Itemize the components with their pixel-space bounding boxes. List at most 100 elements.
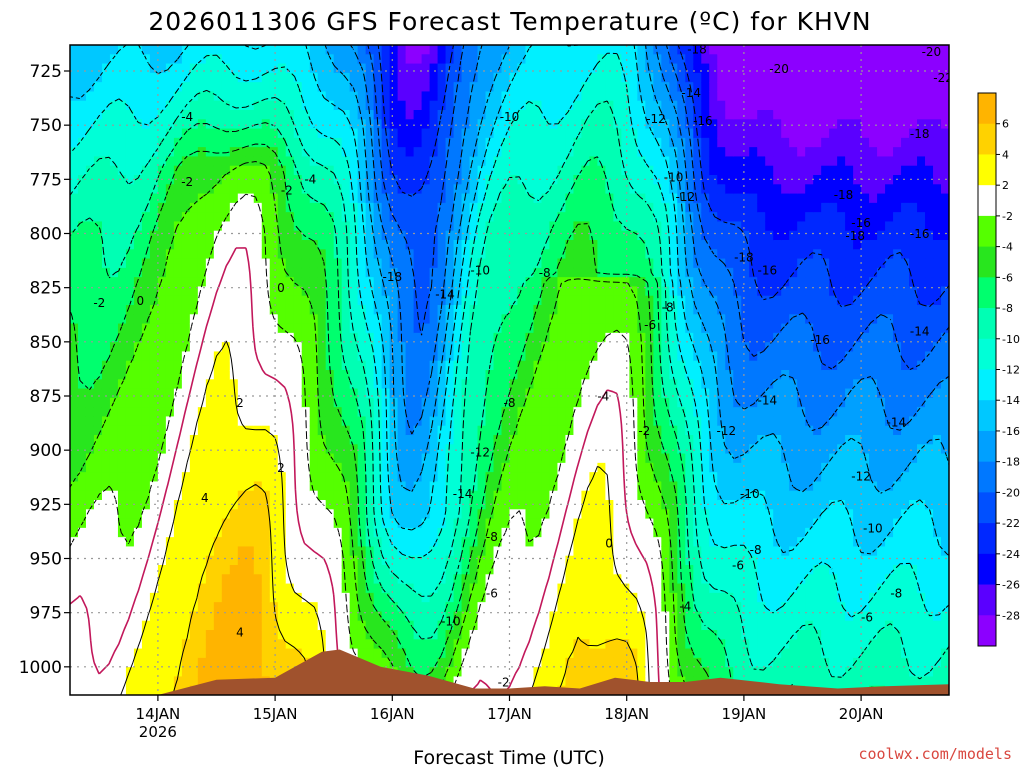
y-tick-label: 750 — [30, 116, 62, 136]
colorbar-tick-label: -28 — [1002, 609, 1020, 622]
isotherm--14 — [70, 45, 949, 556]
contour-label: -18 — [834, 188, 854, 202]
contour-label: -4 — [181, 110, 193, 124]
colorbar-swatch — [978, 369, 996, 401]
contour-label: -6 — [732, 558, 744, 572]
contour-label: -20 — [922, 45, 942, 59]
contour-label: 0 — [277, 281, 285, 295]
colorbar-tick-label: -2 — [1002, 210, 1013, 223]
contour-label: -18 — [687, 43, 707, 57]
isotherm--4 — [70, 161, 692, 695]
y-tick-label: 1000 — [19, 658, 62, 678]
x-tick-label: 18JAN — [604, 705, 649, 723]
colorbar-tick-label: -18 — [1002, 456, 1020, 469]
contour-label: -12 — [675, 190, 695, 204]
isotherm-lines — [70, 45, 949, 695]
colorbar-swatch — [978, 154, 996, 186]
contour-label: -14 — [757, 394, 777, 408]
colorbar-swatch — [978, 400, 996, 432]
isotherm--8 — [70, 122, 949, 695]
contour-label: -2 — [281, 184, 293, 198]
y-tick-label: 975 — [30, 604, 62, 624]
contour-label: 2 — [277, 461, 285, 475]
contour-label: -8 — [890, 587, 902, 601]
terrain-ground — [70, 649, 949, 695]
x-tick-label: 20JAN — [839, 705, 884, 723]
colorbar-swatch — [978, 338, 996, 370]
contour-label: -14 — [453, 487, 473, 501]
ground-surface — [70, 649, 949, 695]
contour-label: -16 — [693, 114, 713, 128]
contour-label: -10 — [470, 264, 490, 278]
credit-text[interactable]: coolwx.com/models — [858, 745, 1012, 763]
contour-label: -14 — [910, 324, 930, 338]
x-tick-sublabel: 2026 — [139, 723, 177, 741]
isotherm-0 — [70, 247, 661, 695]
x-tick-label: 19JAN — [722, 705, 767, 723]
x-axis-label: Forecast Time (UTC) — [413, 747, 604, 768]
x-tick-label: 14JAN — [136, 705, 181, 723]
contour-label: -18 — [845, 229, 865, 243]
colorbar-tick-label: 4 — [1002, 148, 1009, 161]
isotherm-2 — [120, 340, 650, 695]
colorbar-tick-label: -20 — [1002, 486, 1020, 499]
contour-label: -10 — [500, 110, 520, 124]
contour-label: -2 — [638, 424, 650, 438]
contour-label: -2 — [93, 296, 105, 310]
y-tick-label: 725 — [30, 62, 62, 82]
x-tick-label: 15JAN — [253, 705, 298, 723]
contour-label: -2 — [181, 175, 193, 189]
colorbar-swatch — [978, 461, 996, 493]
isotherm--18 — [349, 45, 949, 435]
contour-label: -4 — [597, 389, 609, 403]
contour-label: -12 — [646, 112, 666, 126]
colorbar-tick-label: -22 — [1002, 517, 1020, 530]
contour-label: -10 — [740, 487, 760, 501]
contour-label: 4 — [201, 491, 209, 505]
colorbar-tick-label: 2 — [1002, 179, 1009, 192]
temperature-field — [70, 45, 949, 695]
contour-label: -6 — [861, 610, 873, 624]
colorbar-tick-label: -10 — [1002, 333, 1020, 346]
colorbar-legend: 6 4 2 -2 -4 -6 -8 -10 -12 -14 -16 -18 -20 -22 -24 -26 -2… — [977, 92, 1020, 647]
colorbar-swatch — [978, 492, 996, 524]
y-tick-label: 900 — [30, 441, 62, 461]
colorbar-swatch — [978, 523, 996, 555]
colorbar-tick-label: -26 — [1002, 579, 1020, 592]
colorbar-tick-label: -4 — [1002, 241, 1013, 254]
contour-label: -8 — [662, 301, 674, 315]
contour-label: -4 — [679, 600, 691, 614]
colorbar-tick-label: -16 — [1002, 425, 1020, 438]
isotherm--10 — [70, 89, 949, 680]
y-tick-label: 775 — [30, 170, 62, 190]
contour-label: -10 — [441, 615, 461, 629]
chart-title: 2026011306 GFS Forecast Temperature (ºC)… — [148, 7, 871, 36]
contour-label: -18 — [382, 270, 402, 284]
isotherm--20 — [367, 45, 949, 371]
contour-label: -6 — [644, 318, 656, 332]
colorbar-tick-label: -24 — [1002, 548, 1020, 561]
contour-label: -8 — [539, 266, 551, 280]
contour-label: -22 — [933, 71, 953, 85]
colorbar-tick-label: -6 — [1002, 271, 1013, 284]
y-tick-label: 925 — [30, 495, 62, 515]
isotherm--6 — [70, 143, 716, 695]
contour-label: -16 — [757, 264, 777, 278]
contour-label: -2 — [498, 675, 510, 689]
y-tick-label: 800 — [30, 225, 62, 245]
colorbar-swatch — [978, 93, 996, 125]
contour-label: -20 — [769, 62, 789, 76]
isotherm--22 — [377, 45, 949, 308]
contour-label: -10 — [664, 171, 684, 185]
contour-label: -14 — [886, 415, 906, 429]
colorbar-tick-label: -12 — [1002, 364, 1020, 377]
contour-label: -12 — [716, 424, 736, 438]
colorbar-tick-label: -8 — [1002, 302, 1013, 315]
contour-label: -8 — [750, 543, 762, 557]
contour-label: -8 — [486, 530, 498, 544]
contour-label: -6 — [486, 587, 498, 601]
colorbar-tick-label: 6 — [1002, 118, 1009, 131]
colorbar-swatch — [978, 246, 996, 278]
contour-label: 0 — [136, 294, 144, 308]
